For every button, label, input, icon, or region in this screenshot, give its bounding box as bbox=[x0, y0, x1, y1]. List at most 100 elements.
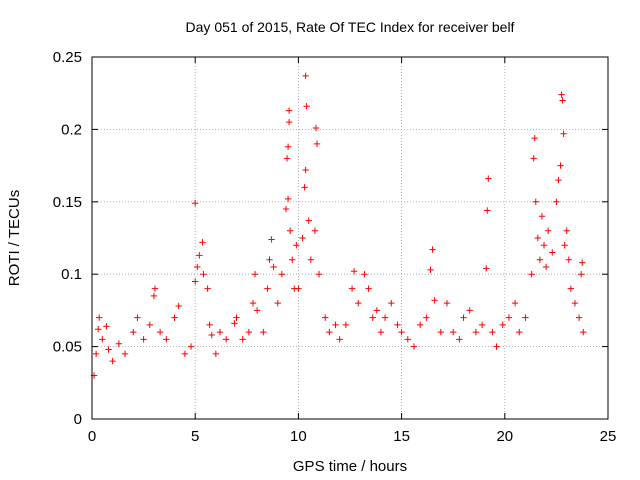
data-point bbox=[233, 314, 240, 321]
data-point bbox=[511, 299, 519, 307]
data-point bbox=[315, 271, 323, 278]
data-point bbox=[342, 321, 350, 329]
data-point bbox=[561, 242, 568, 249]
data-point bbox=[404, 336, 411, 343]
data-point bbox=[268, 236, 275, 243]
data-point bbox=[285, 118, 293, 126]
data-point bbox=[192, 200, 199, 207]
y-axis-label: ROTI / TECUs bbox=[6, 190, 23, 286]
data-point bbox=[472, 328, 480, 336]
data-point bbox=[175, 302, 182, 310]
data-point bbox=[299, 234, 306, 242]
data-point bbox=[216, 328, 224, 336]
data-point bbox=[200, 271, 207, 278]
data-point bbox=[140, 336, 147, 343]
data-point bbox=[302, 72, 309, 80]
grid bbox=[92, 57, 608, 419]
data-point bbox=[199, 239, 206, 246]
data-point bbox=[437, 328, 445, 336]
data-point bbox=[206, 321, 213, 329]
data-point bbox=[544, 227, 552, 234]
x-tick-label: 0 bbox=[88, 428, 96, 445]
data-point bbox=[565, 256, 572, 263]
data-point bbox=[381, 314, 389, 321]
data-point bbox=[130, 328, 137, 336]
data-point bbox=[293, 242, 300, 249]
y-tick-label: 0.15 bbox=[53, 194, 82, 211]
data-point bbox=[326, 328, 333, 336]
data-point bbox=[559, 97, 566, 104]
data-point bbox=[580, 328, 587, 336]
data-point bbox=[460, 314, 467, 321]
data-point bbox=[549, 249, 556, 256]
data-point bbox=[295, 285, 302, 292]
data-point bbox=[528, 271, 535, 278]
data-point bbox=[361, 271, 368, 278]
data-point bbox=[311, 227, 319, 234]
plot-frame bbox=[91, 56, 609, 420]
data-point bbox=[483, 265, 490, 272]
x-axis-label: GPS time / hours bbox=[293, 458, 407, 475]
data-point bbox=[231, 320, 238, 327]
data-point bbox=[532, 198, 539, 205]
data-point bbox=[427, 266, 434, 274]
data-point bbox=[348, 285, 356, 292]
data-point bbox=[212, 350, 220, 358]
data-point bbox=[531, 134, 538, 142]
data-point bbox=[377, 328, 385, 336]
data-point bbox=[163, 336, 170, 343]
data-point bbox=[522, 314, 529, 321]
data-point bbox=[567, 285, 575, 292]
data-point bbox=[478, 321, 486, 329]
data-point bbox=[571, 299, 579, 307]
tick-labels: 0 5 10 15 20 25 0 0.05 0.1 0.15 0.2 0.25 bbox=[53, 49, 617, 445]
data-point bbox=[301, 184, 308, 191]
data-point bbox=[284, 143, 292, 150]
data-point bbox=[260, 328, 267, 336]
data-point bbox=[423, 314, 430, 321]
data-point bbox=[266, 256, 273, 263]
data-point bbox=[282, 205, 290, 213]
x-tick-label: 15 bbox=[393, 428, 410, 445]
data-point bbox=[336, 336, 343, 343]
data-point bbox=[115, 340, 123, 347]
data-point bbox=[540, 242, 548, 249]
data-point bbox=[156, 328, 164, 336]
data-points bbox=[90, 72, 587, 379]
data-point bbox=[443, 299, 451, 307]
data-point bbox=[253, 307, 261, 314]
data-point bbox=[558, 91, 565, 98]
data-point bbox=[150, 292, 158, 300]
data-point bbox=[312, 124, 320, 132]
data-point bbox=[516, 328, 523, 336]
data-point bbox=[92, 350, 100, 358]
data-point bbox=[450, 328, 457, 336]
data-point bbox=[350, 268, 358, 275]
data-point bbox=[245, 328, 253, 336]
data-point bbox=[208, 331, 215, 339]
axis-ticks bbox=[91, 56, 609, 420]
data-point bbox=[222, 336, 230, 343]
data-point bbox=[270, 263, 277, 271]
data-point bbox=[373, 307, 381, 314]
data-point bbox=[553, 198, 560, 205]
data-point bbox=[555, 176, 562, 184]
y-tick-label: 0.05 bbox=[53, 339, 82, 356]
y-tick-label: 0.1 bbox=[61, 266, 82, 283]
data-point bbox=[103, 323, 110, 330]
data-point bbox=[94, 326, 102, 333]
data-point bbox=[264, 285, 271, 292]
data-point bbox=[485, 175, 492, 182]
data-point bbox=[538, 213, 546, 220]
data-point bbox=[99, 336, 106, 343]
data-point bbox=[534, 234, 542, 242]
x-tick-label: 5 bbox=[191, 428, 199, 445]
data-point bbox=[249, 299, 257, 307]
data-point bbox=[204, 285, 211, 292]
data-point bbox=[239, 336, 246, 343]
data-point bbox=[274, 299, 281, 307]
data-point bbox=[151, 285, 159, 292]
data-point bbox=[192, 278, 199, 285]
data-point bbox=[388, 299, 395, 307]
